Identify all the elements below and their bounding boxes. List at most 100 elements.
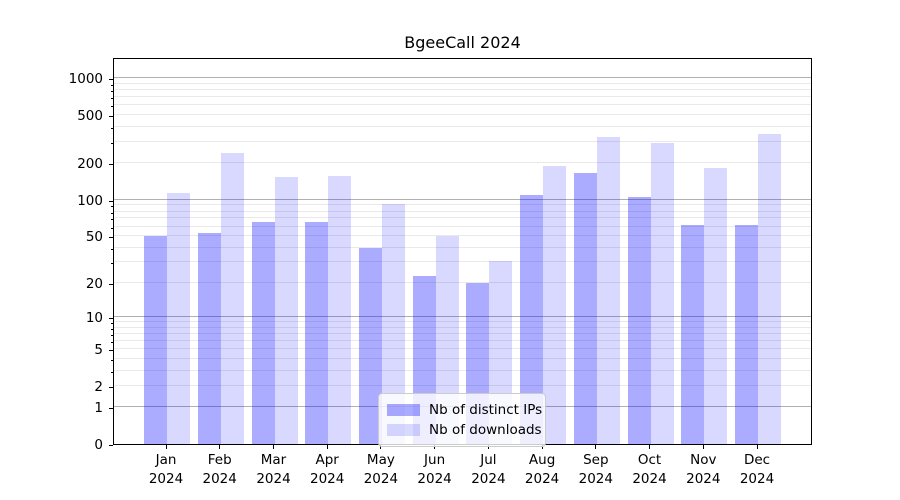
- y-tick-label: 5: [94, 342, 103, 359]
- x-tick-mark: [380, 445, 382, 449]
- bar-distinct-ips: [681, 224, 705, 444]
- x-tick-label: Oct 2024: [632, 452, 667, 487]
- gridline-major: [114, 198, 811, 200]
- bar-downloads: [704, 168, 728, 444]
- y-minortick-mark: [111, 283, 113, 285]
- y-tick-mark: [109, 318, 113, 320]
- x-tick-mark: [756, 445, 758, 449]
- x-tick-mark: [595, 445, 597, 449]
- y-tick-label: 1000: [68, 71, 103, 88]
- gridline-minor: [114, 369, 811, 371]
- bar-distinct-ips: [197, 232, 221, 444]
- bar-downloads: [543, 166, 567, 444]
- bar-downloads: [435, 236, 459, 444]
- x-tick-label: Nov 2024: [686, 452, 721, 487]
- gridline-minor: [114, 141, 811, 142]
- y-tick-label: 20: [85, 275, 103, 292]
- legend-item: Nb of distinct IPs: [387, 400, 542, 420]
- x-tick-label: Jan 2024: [148, 452, 184, 487]
- bar-distinct-ips: [520, 194, 544, 444]
- gridline-minor: [114, 104, 811, 106]
- y-minortick-mark: [111, 323, 113, 325]
- gridline-minor: [114, 96, 811, 98]
- y-tick-mark: [109, 408, 113, 410]
- y-tick-mark: [109, 200, 113, 202]
- gridline-minor: [114, 114, 811, 116]
- bar-distinct-ips: [305, 221, 329, 444]
- y-minortick-mark: [111, 143, 113, 144]
- legend-swatch: [387, 424, 420, 436]
- y-minortick-mark: [111, 106, 113, 108]
- y-minortick-mark: [111, 91, 113, 93]
- x-tick-mark: [541, 445, 543, 449]
- x-tick-mark: [273, 445, 274, 449]
- bar-downloads: [328, 175, 352, 444]
- gridline-minor: [114, 225, 811, 227]
- y-minortick-mark: [111, 237, 113, 238]
- y-tick-label: 0: [94, 437, 103, 453]
- y-tick-label: 1: [94, 400, 103, 417]
- bar-distinct-ips: [735, 224, 758, 444]
- y-tick-label: 10: [85, 310, 103, 327]
- gridline-minor: [114, 261, 811, 263]
- y-minortick-mark: [111, 342, 113, 343]
- x-tick-label: Dec 2024: [739, 452, 775, 487]
- y-tick-label: 200: [77, 156, 103, 173]
- gridline-minor: [114, 210, 811, 212]
- gridline-minor: [114, 83, 811, 84]
- x-tick-mark: [487, 445, 489, 449]
- bar-downloads: [274, 176, 298, 444]
- gridline-minor: [114, 340, 811, 341]
- y-minortick-mark: [111, 359, 113, 361]
- plot-area: [113, 58, 812, 445]
- gridline-minor: [114, 357, 811, 359]
- y-minortick-mark: [111, 98, 113, 100]
- y-minortick-mark: [111, 386, 113, 388]
- gridline-minor: [114, 384, 811, 386]
- y-tick-mark: [109, 445, 113, 446]
- x-tick-label: Aug 2024: [524, 452, 560, 487]
- y-tick-mark: [109, 79, 113, 81]
- gridline-minor: [114, 89, 811, 91]
- gridline-minor: [114, 125, 811, 127]
- x-tick-label: Apr 2024: [310, 452, 345, 487]
- y-tick-label: 2: [94, 378, 103, 395]
- gridline-minor: [114, 162, 811, 164]
- gridline-major: [114, 77, 811, 79]
- x-tick-label: Sep 2024: [578, 452, 613, 487]
- x-tick-label: May 2024: [363, 452, 399, 487]
- y-minortick-mark: [111, 212, 113, 214]
- y-minortick-mark: [111, 248, 113, 250]
- x-tick-mark: [165, 445, 167, 449]
- bar-distinct-ips: [251, 222, 275, 444]
- x-tick-mark: [434, 445, 436, 449]
- x-tick-label: Jun 2024: [417, 452, 452, 487]
- bar-downloads: [167, 193, 190, 444]
- gridline-major: [114, 316, 811, 318]
- y-minortick-mark: [111, 328, 113, 330]
- y-minortick-mark: [111, 206, 113, 208]
- legend-item: Nb of downloads: [387, 420, 542, 440]
- legend-label: Nb of downloads: [429, 422, 542, 438]
- legend-swatch: [387, 404, 420, 416]
- bar-downloads: [596, 136, 620, 444]
- x-tick-mark: [326, 445, 328, 449]
- gridline-minor: [114, 333, 811, 334]
- bar-downloads: [381, 203, 405, 444]
- y-minortick-mark: [111, 263, 113, 265]
- legend: Nb of distinct IPs Nb of downloads: [378, 393, 546, 447]
- x-tick-mark: [219, 445, 221, 449]
- y-minortick-mark: [111, 85, 113, 86]
- y-tick-label: 100: [77, 192, 103, 209]
- chart-title: BgeeCall 2024: [404, 33, 521, 52]
- bar-downloads: [220, 152, 244, 444]
- y-minortick-mark: [111, 116, 113, 118]
- y-tick-label: 50: [85, 229, 103, 245]
- bar-downloads: [650, 142, 674, 444]
- gridline-minor: [114, 217, 811, 219]
- bar-downloads: [758, 133, 781, 444]
- bar-distinct-ips: [627, 197, 651, 444]
- y-minortick-mark: [111, 350, 113, 352]
- y-tick-label: 500: [77, 108, 103, 125]
